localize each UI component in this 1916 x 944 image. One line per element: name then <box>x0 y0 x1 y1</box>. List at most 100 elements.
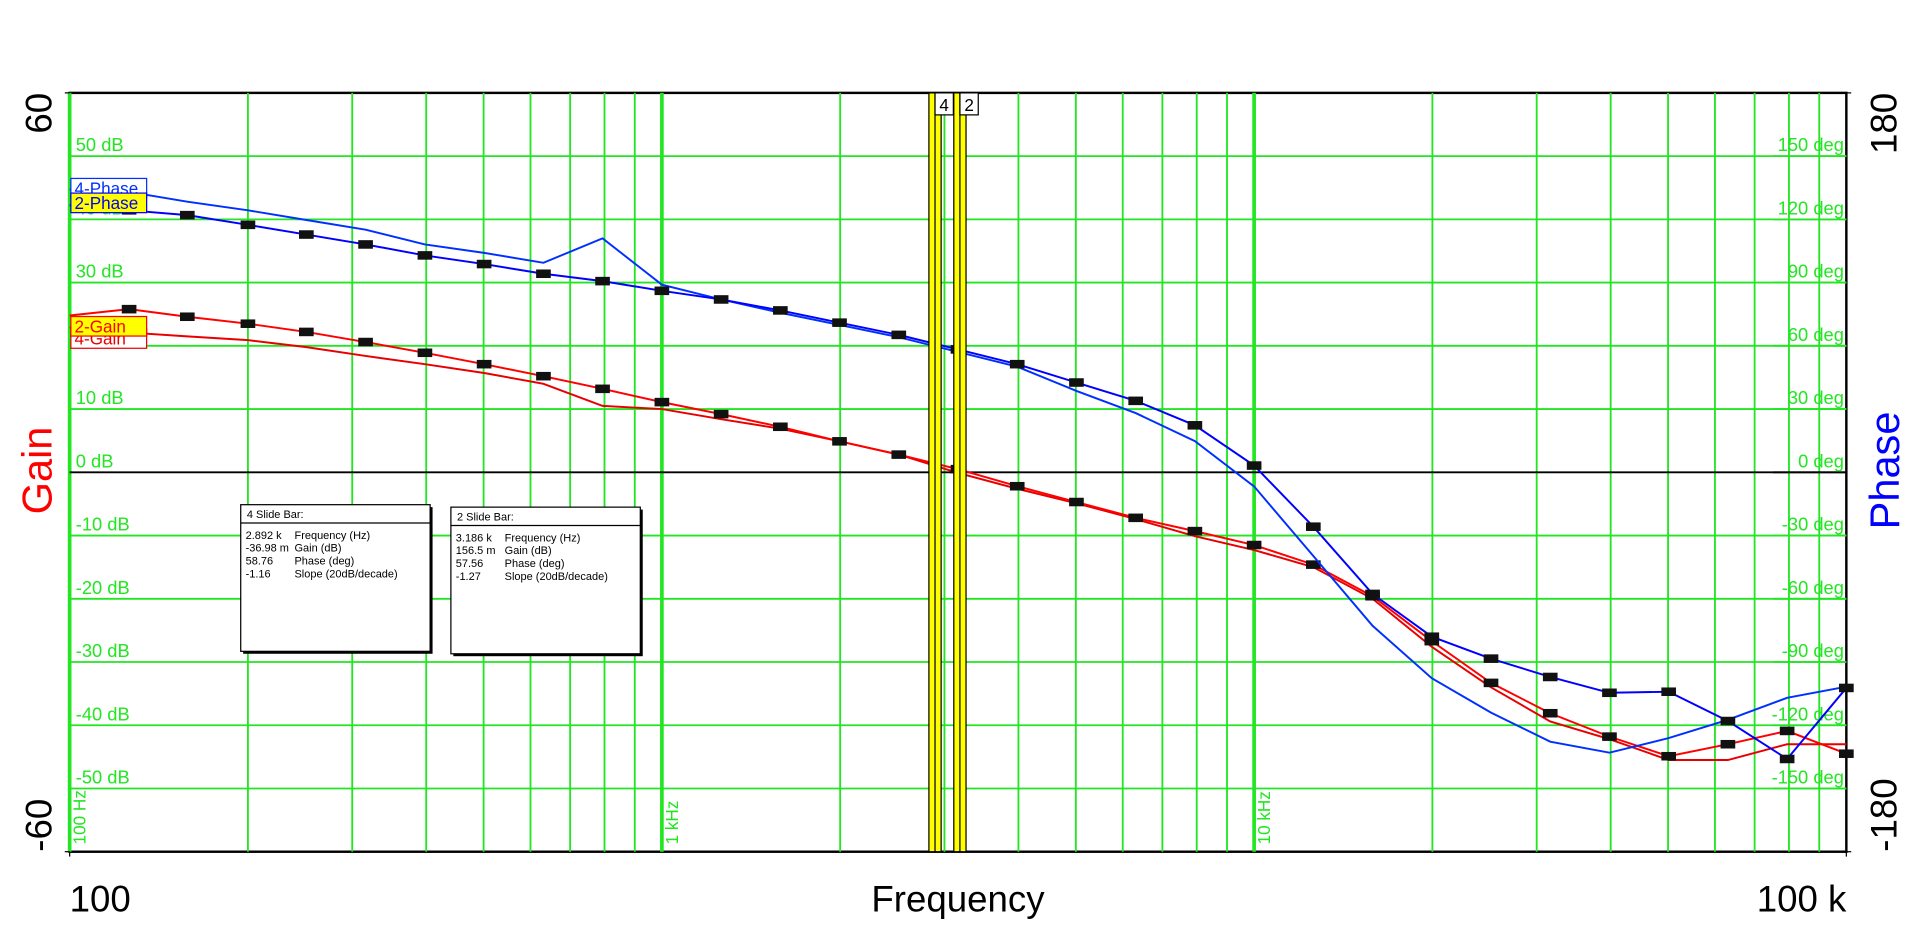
readout-value: 156.5 m <box>456 545 496 557</box>
readout-value: 58.76 <box>246 556 273 568</box>
y-grid-label: 50 dB <box>76 134 124 155</box>
cursor-label: 2 <box>964 96 974 115</box>
series-marker <box>713 409 729 419</box>
y-axis-title: Gain <box>13 427 60 515</box>
readout-desc: Gain (dB) <box>294 543 341 555</box>
series-marker <box>1779 726 1795 736</box>
series-marker <box>713 295 729 304</box>
series-marker <box>179 210 195 220</box>
series-marker <box>832 318 847 327</box>
series-marker <box>299 230 314 239</box>
series-marker <box>1720 739 1736 749</box>
y2-grid-label: -60 deg <box>1782 577 1844 598</box>
x-decade-label: 1 kHz <box>663 801 682 845</box>
readout-value: -1.16 <box>246 568 271 580</box>
series-marker <box>536 269 551 279</box>
series-marker <box>476 259 492 269</box>
series-marker <box>417 251 433 260</box>
y2-grid-label: 150 deg <box>1778 134 1844 155</box>
y-grid-label: 0 dB <box>76 450 114 471</box>
x-tick-label: 100 k <box>1757 879 1847 920</box>
y-grid-label: -20 dB <box>76 577 130 598</box>
y-grid-label: -10 dB <box>76 514 130 535</box>
series-marker <box>1187 421 1203 430</box>
series-marker <box>891 450 907 459</box>
y2-tick-label: 180 <box>1863 93 1904 154</box>
y-grid-label: -50 dB <box>76 767 130 788</box>
series-marker <box>1128 513 1144 523</box>
y2-grid-label: -120 deg <box>1772 703 1844 724</box>
readout-value: -36.98 m <box>246 543 289 555</box>
y2-axis-title: Phase <box>1861 412 1908 530</box>
series-marker <box>1779 754 1795 764</box>
series-marker <box>1009 481 1025 491</box>
series-marker <box>1069 378 1084 387</box>
series-marker <box>1720 716 1736 726</box>
series-marker <box>1306 522 1321 531</box>
legend-label: 2-Phase <box>75 194 139 213</box>
y-tick-label: -60 <box>18 799 59 852</box>
legend-box <box>70 315 148 337</box>
readout-value: 2.892 k <box>246 530 283 542</box>
y-grid-label: 10 dB <box>76 387 124 408</box>
series-marker <box>1365 589 1380 599</box>
series-marker <box>832 437 847 446</box>
series-marker <box>1602 732 1617 741</box>
series-marker <box>299 327 314 337</box>
x-tick-label: 100 <box>70 879 131 920</box>
series-marker <box>1009 359 1025 369</box>
series-marker <box>773 306 788 315</box>
series-marker <box>654 397 670 407</box>
series-marker <box>1246 461 1262 470</box>
y-grid-label: -30 dB <box>76 640 130 661</box>
readout-desc: Frequency (Hz) <box>505 532 581 544</box>
series-marker <box>1246 540 1262 550</box>
x-decade-label: 100 Hz <box>71 790 90 844</box>
series-marker <box>1661 751 1677 761</box>
readout-desc: Phase (deg) <box>505 558 565 570</box>
series-marker <box>1839 683 1854 693</box>
y-tick-label: 60 <box>18 93 59 134</box>
series-marker <box>358 337 373 347</box>
series-marker <box>179 312 195 322</box>
readout-desc: Slope (20dB/decade) <box>294 568 397 580</box>
series-marker <box>654 286 670 296</box>
series-marker <box>240 319 256 328</box>
series-marker <box>1069 497 1084 507</box>
y2-grid-label: -90 deg <box>1782 640 1844 661</box>
x-decade-label: 10 kHz <box>1255 791 1274 844</box>
series-marker <box>1128 396 1144 406</box>
series-marker <box>773 422 788 432</box>
series-marker <box>1483 654 1499 663</box>
cursor-label: 4 <box>939 96 949 115</box>
readout-desc: Slope (20dB/decade) <box>505 571 608 583</box>
legend-box <box>70 192 148 214</box>
y2-grid-label: 30 deg <box>1788 387 1844 408</box>
y2-grid-label: 120 deg <box>1778 197 1844 218</box>
series-marker <box>1542 708 1558 718</box>
y2-grid-label: 0 deg <box>1798 450 1844 471</box>
readout-box <box>240 504 431 652</box>
readout-desc: Phase (deg) <box>294 556 354 568</box>
series-marker <box>358 240 373 249</box>
series-marker <box>595 384 610 394</box>
readout-title: 2 Slide Bar: <box>457 512 514 524</box>
series-marker <box>595 276 610 286</box>
series-marker <box>1839 749 1854 758</box>
readout-box <box>450 506 641 655</box>
readout-value: 3.186 k <box>456 532 493 544</box>
series-marker <box>1424 632 1440 641</box>
readout-value: -1.27 <box>456 571 481 583</box>
y-grid-label: -40 dB <box>76 703 130 724</box>
readout-desc: Frequency (Hz) <box>294 530 370 542</box>
series-marker <box>121 304 137 314</box>
readout-title: 4 Slide Bar: <box>247 509 304 521</box>
readout-value: 57.56 <box>456 558 484 570</box>
series-marker <box>1661 687 1677 697</box>
y2-grid-label: -150 deg <box>1772 767 1844 788</box>
readout-desc: Gain (dB) <box>505 545 552 557</box>
series-marker <box>417 348 433 358</box>
